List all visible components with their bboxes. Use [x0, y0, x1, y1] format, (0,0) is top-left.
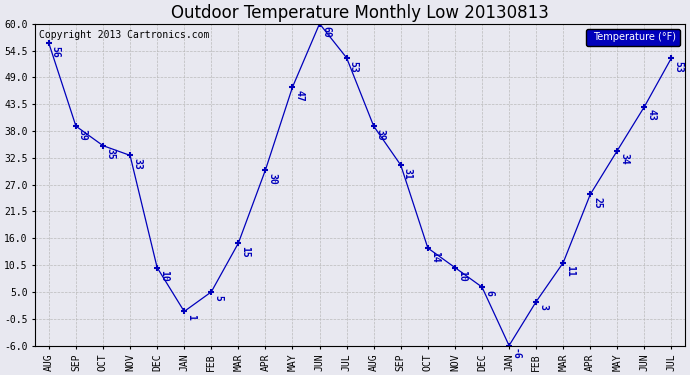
Text: -6: -6: [511, 348, 521, 360]
Text: 25: 25: [592, 197, 602, 209]
Text: 34: 34: [620, 153, 629, 165]
Text: 10: 10: [159, 270, 169, 282]
Text: 39: 39: [375, 129, 386, 141]
Text: 6: 6: [484, 290, 494, 296]
Text: 15: 15: [240, 246, 250, 258]
Text: 53: 53: [673, 61, 683, 72]
Text: 31: 31: [403, 168, 413, 180]
Text: 11: 11: [565, 266, 575, 277]
Text: 10: 10: [457, 270, 467, 282]
Text: 60: 60: [322, 27, 331, 38]
Text: 56: 56: [51, 46, 61, 58]
Text: 30: 30: [267, 173, 277, 184]
Text: 43: 43: [647, 110, 656, 121]
Text: 33: 33: [132, 158, 142, 170]
Text: Copyright 2013 Cartronics.com: Copyright 2013 Cartronics.com: [39, 30, 209, 40]
Text: 1: 1: [186, 314, 196, 320]
Text: 53: 53: [348, 61, 359, 72]
Text: 3: 3: [538, 304, 548, 310]
Title: Outdoor Temperature Monthly Low 20130813: Outdoor Temperature Monthly Low 20130813: [171, 4, 549, 22]
Text: 35: 35: [105, 148, 115, 160]
Text: 5: 5: [213, 295, 224, 301]
Text: 39: 39: [78, 129, 88, 141]
Text: 47: 47: [295, 90, 304, 102]
Legend: Temperature (°F): Temperature (°F): [586, 28, 680, 46]
Text: 14: 14: [430, 251, 440, 262]
